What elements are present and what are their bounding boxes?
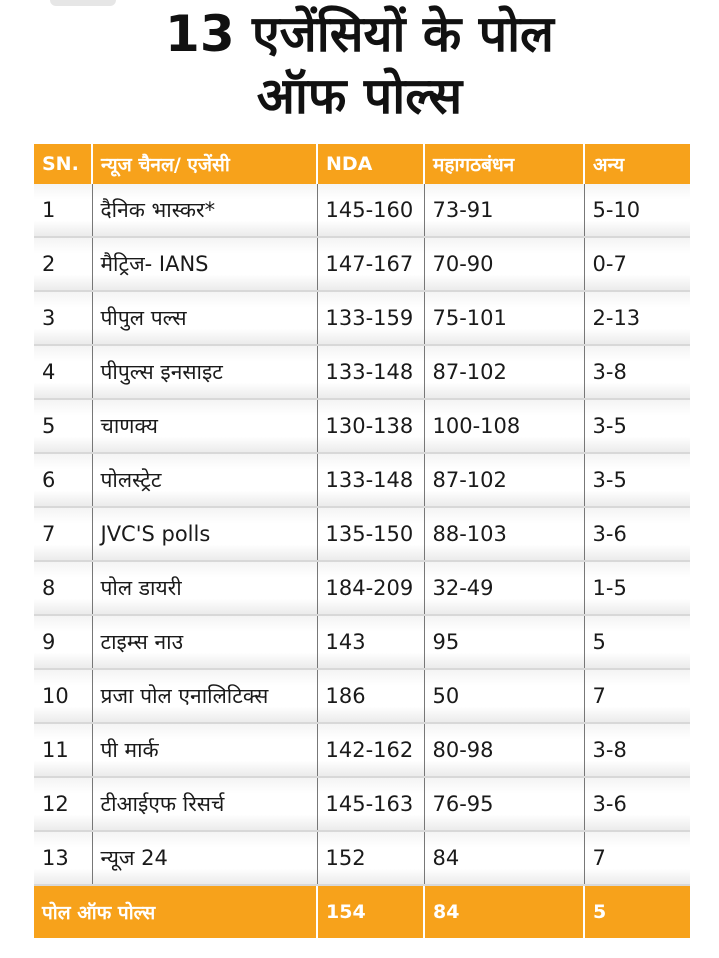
cell-mahagathbandhan: 80-98 (424, 723, 585, 778)
table-row: 8 पोल डायरी 184-209 32-49 1-5 (34, 561, 690, 616)
title-line-1: 13 एजेंसियों के पोल (165, 5, 554, 63)
cell-sn: 7 (34, 507, 93, 562)
cell-nda: 142-162 (317, 723, 425, 778)
cell-nda: 135-150 (317, 507, 425, 562)
table-row: 13 न्यूज 24 152 84 7 (34, 831, 690, 886)
cell-mahagathbandhan: 95 (424, 615, 585, 670)
cell-others: 7 (584, 831, 690, 886)
table-row: 7 JVC'S polls 135-150 88-103 3-6 (34, 507, 690, 562)
cell-nda: 184-209 (317, 561, 425, 616)
cell-sn: 11 (34, 723, 93, 778)
cell-agency: पोलस्ट्रेट (92, 453, 318, 508)
header-others: अन्य (584, 144, 690, 184)
cell-others: 7 (584, 669, 690, 724)
header-mahagathbandhan: महागठबंधन (424, 144, 585, 184)
cell-sn: 2 (34, 237, 93, 292)
table-footer: पोल ऑफ पोल्स 154 84 5 (34, 885, 690, 938)
cell-mahagathbandhan: 50 (424, 669, 585, 724)
cell-others: 3-6 (584, 777, 690, 832)
table-row: 10 प्रजा पोल एनालिटिक्स 186 50 7 (34, 669, 690, 724)
table-body: 1 दैनिक भास्कर* 145-160 73-91 5-10 2 मैट्रिज- … (34, 184, 690, 886)
cell-agency: पोल डायरी (92, 561, 318, 616)
table-row: 6 पोलस्ट्रेट 133-148 87-102 3-5 (34, 453, 690, 508)
cell-nda: 133-148 (317, 453, 425, 508)
cell-nda: 145-160 (317, 184, 425, 238)
cell-others: 5 (584, 615, 690, 670)
cell-nda: 133-159 (317, 291, 425, 346)
cell-agency: टीआईएफ रिसर्च (92, 777, 318, 832)
table-row: 4 पीपुल्स इनसाइट 133-148 87-102 3-8 (34, 345, 690, 400)
table-row: 9 टाइम्स नाउ 143 95 5 (34, 615, 690, 670)
table-row: 11 पी मार्क 142-162 80-98 3-8 (34, 723, 690, 778)
cell-mahagathbandhan: 75-101 (424, 291, 585, 346)
cell-others: 0-7 (584, 237, 690, 292)
footer-nda: 154 (317, 885, 425, 938)
footer-mahagathbandhan: 84 (424, 885, 585, 938)
cell-others: 2-13 (584, 291, 690, 346)
page-title: 13 एजेंसियों के पोल ऑफ पोल्स (0, 4, 719, 128)
cell-mahagathbandhan: 100-108 (424, 399, 585, 454)
cell-mahagathbandhan: 73-91 (424, 184, 585, 238)
cell-nda: 133-148 (317, 345, 425, 400)
cell-agency: पीपुल पल्स (92, 291, 318, 346)
cell-agency: JVC'S polls (92, 507, 318, 562)
cell-others: 5-10 (584, 184, 690, 238)
cell-agency: प्रजा पोल एनालिटिक्स (92, 669, 318, 724)
table-row: 3 पीपुल पल्स 133-159 75-101 2-13 (34, 291, 690, 346)
cell-agency: पीपुल्स इनसाइट (92, 345, 318, 400)
cell-mahagathbandhan: 88-103 (424, 507, 585, 562)
cell-others: 3-5 (584, 399, 690, 454)
cell-others: 3-8 (584, 723, 690, 778)
header-sn: SN. (34, 144, 93, 184)
cell-sn: 6 (34, 453, 93, 508)
header-row: SN. न्यूज चैनल/ एजेंसी NDA महागठबंधन अन्… (34, 144, 690, 184)
cell-mahagathbandhan: 70-90 (424, 237, 585, 292)
header-agency: न्यूज चैनल/ एजेंसी (92, 144, 318, 184)
footer-others: 5 (584, 885, 690, 938)
cell-mahagathbandhan: 87-102 (424, 453, 585, 508)
cell-agency: पी मार्क (92, 723, 318, 778)
cell-agency: दैनिक भास्कर* (92, 184, 318, 238)
cell-nda: 147-167 (317, 237, 425, 292)
table-row: 12 टीआईएफ रिसर्च 145-163 76-95 3-6 (34, 777, 690, 832)
cell-nda: 130-138 (317, 399, 425, 454)
poll-table: SN. न्यूज चैनल/ एजेंसी NDA महागठबंधन अन्… (34, 144, 690, 938)
cell-others: 3-5 (584, 453, 690, 508)
cell-nda: 145-163 (317, 777, 425, 832)
cell-nda: 143 (317, 615, 425, 670)
cell-agency: न्यूज 24 (92, 831, 318, 886)
cell-agency: टाइम्स नाउ (92, 615, 318, 670)
cell-nda: 152 (317, 831, 425, 886)
cell-sn: 4 (34, 345, 93, 400)
cell-others: 3-8 (584, 345, 690, 400)
cell-sn: 13 (34, 831, 93, 886)
cell-sn: 3 (34, 291, 93, 346)
cell-sn: 12 (34, 777, 93, 832)
cell-sn: 10 (34, 669, 93, 724)
cell-others: 3-6 (584, 507, 690, 562)
title-line-2: ऑफ पोल्स (256, 67, 463, 125)
top-tab-decoration (50, 0, 116, 6)
table-header: SN. न्यूज चैनल/ एजेंसी NDA महागठबंधन अन्… (34, 144, 690, 184)
footer-row: पोल ऑफ पोल्स 154 84 5 (34, 885, 690, 938)
header-nda: NDA (317, 144, 425, 184)
cell-mahagathbandhan: 76-95 (424, 777, 585, 832)
cell-sn: 8 (34, 561, 93, 616)
table-row: 1 दैनिक भास्कर* 145-160 73-91 5-10 (34, 184, 690, 238)
cell-sn: 9 (34, 615, 93, 670)
cell-mahagathbandhan: 32-49 (424, 561, 585, 616)
cell-sn: 5 (34, 399, 93, 454)
cell-mahagathbandhan: 87-102 (424, 345, 585, 400)
cell-agency: मैट्रिज- IANS (92, 237, 318, 292)
table-row: 2 मैट्रिज- IANS 147-167 70-90 0-7 (34, 237, 690, 292)
cell-sn: 1 (34, 184, 93, 238)
cell-agency: चाणक्य (92, 399, 318, 454)
cell-mahagathbandhan: 84 (424, 831, 585, 886)
cell-others: 1-5 (584, 561, 690, 616)
poll-table-container: SN. न्यूज चैनल/ एजेंसी NDA महागठबंधन अन्… (34, 144, 690, 938)
table-row: 5 चाणक्य 130-138 100-108 3-5 (34, 399, 690, 454)
footer-label: पोल ऑफ पोल्स (34, 885, 318, 938)
cell-nda: 186 (317, 669, 425, 724)
